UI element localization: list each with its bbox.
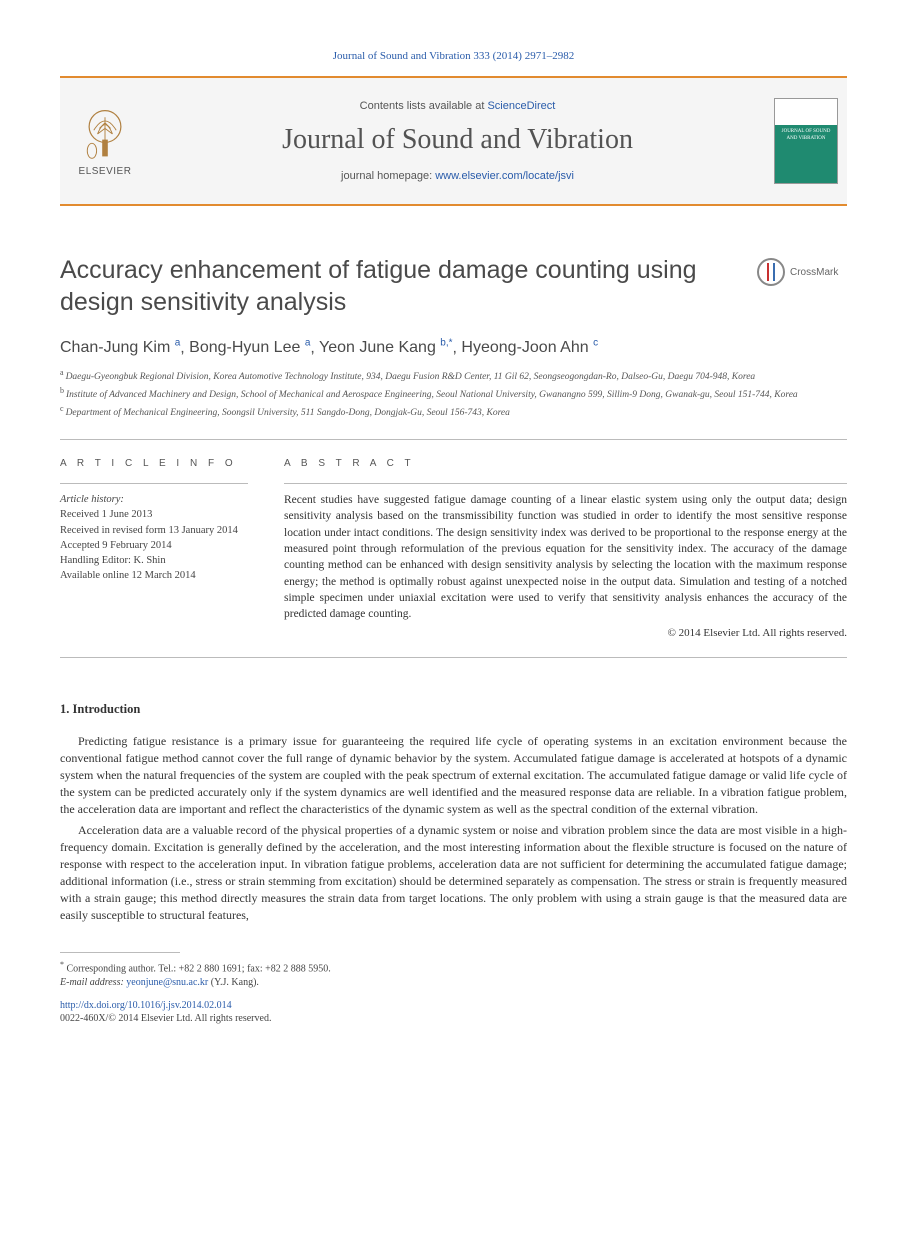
homepage-prefix: journal homepage:: [341, 170, 435, 182]
author-affiliation-marker: b,: [440, 338, 448, 349]
revised-date: Received in revised form 13 January 2014: [60, 525, 238, 536]
contents-prefix: Contents lists available at: [360, 100, 488, 112]
abstract-text: Recent studies have suggested fatigue da…: [284, 492, 847, 623]
cover-thumb-text: JOURNAL OF SOUND AND VIBRATION: [779, 129, 833, 142]
divider: [60, 483, 248, 484]
issn-copyright: 0022-460X/© 2014 Elsevier Ltd. All right…: [60, 1013, 847, 1024]
author-name: Bong-Hyun Lee a: [189, 339, 310, 356]
corr-email-link[interactable]: yeonjune@snu.ac.kr: [126, 977, 208, 988]
journal-masthead: ELSEVIER Contents lists available at Sci…: [60, 76, 847, 206]
contents-lists-line: Contents lists available at ScienceDirec…: [160, 100, 755, 112]
author-list: Chan-Jung Kim a, Bong-Hyun Lee a, Yeon J…: [60, 338, 847, 357]
crossmark-icon: [757, 258, 785, 286]
elsevier-tree-icon: [77, 106, 133, 162]
article-info-column: A R T I C L E I N F O Article history: R…: [60, 458, 248, 639]
crossmark-label: CrossMark: [790, 267, 838, 278]
affiliation-line: c Department of Mechanical Engineering, …: [60, 403, 847, 421]
section-heading-introduction: 1. Introduction: [60, 702, 847, 717]
author-affiliation-marker: a: [175, 338, 181, 349]
body-paragraph: Predicting fatigue resistance is a prima…: [60, 733, 847, 818]
divider: [284, 483, 847, 484]
crossmark-badge[interactable]: CrossMark: [757, 258, 847, 286]
corr-email-who: (Y.J. Kang).: [211, 977, 259, 988]
author-name: Yeon June Kang b,*: [319, 339, 453, 356]
affiliation-line: b Institute of Advanced Machinery and De…: [60, 385, 847, 403]
accepted-date: Accepted 9 February 2014: [60, 540, 172, 551]
author-name: Chan-Jung Kim a: [60, 339, 180, 356]
publisher-name: ELSEVIER: [79, 166, 132, 177]
article-title: Accuracy enhancement of fatigue damage c…: [60, 254, 737, 318]
corr-author-text: Corresponding author. Tel.: +82 2 880 16…: [67, 963, 331, 974]
abstract-copyright: © 2014 Elsevier Ltd. All rights reserved…: [284, 627, 847, 639]
journal-homepage-line: journal homepage: www.elsevier.com/locat…: [160, 170, 755, 182]
article-history-label: Article history:: [60, 494, 124, 505]
handling-editor: Handling Editor: K. Shin: [60, 555, 166, 566]
corresponding-author-footnote: * Corresponding author. Tel.: +82 2 880 …: [60, 959, 847, 990]
affiliations: a Daegu-Gyeongbuk Regional Division, Kor…: [60, 367, 847, 421]
abstract-column: A B S T R A C T Recent studies have sugg…: [284, 458, 847, 639]
author-affiliation-marker: c: [593, 338, 598, 349]
available-online: Available online 12 March 2014: [60, 570, 196, 581]
author-name: Hyeong-Joon Ahn c: [461, 339, 598, 356]
journal-cover-thumb: JOURNAL OF SOUND AND VIBRATION: [765, 78, 847, 204]
author-affiliation-marker: a: [305, 338, 311, 349]
received-date: Received 1 June 2013: [60, 509, 152, 520]
corresponding-author-marker: *: [449, 338, 453, 349]
body-paragraph: Acceleration data are a valuable record …: [60, 822, 847, 924]
running-head-citation: Journal of Sound and Vibration 333 (2014…: [60, 50, 847, 62]
footnote-separator: [60, 952, 180, 953]
affiliation-line: a Daegu-Gyeongbuk Regional Division, Kor…: [60, 367, 847, 385]
journal-name: Journal of Sound and Vibration: [160, 124, 755, 156]
divider: [60, 657, 847, 658]
masthead-center: Contents lists available at ScienceDirec…: [150, 78, 765, 204]
journal-homepage-link[interactable]: www.elsevier.com/locate/jsvi: [435, 170, 574, 182]
divider: [60, 439, 847, 440]
email-label: E-mail address:: [60, 977, 124, 988]
publisher-logo: ELSEVIER: [60, 78, 150, 204]
sciencedirect-link[interactable]: ScienceDirect: [487, 100, 555, 112]
article-info-heading: A R T I C L E I N F O: [60, 458, 248, 469]
abstract-heading: A B S T R A C T: [284, 458, 847, 469]
doi-link[interactable]: http://dx.doi.org/10.1016/j.jsv.2014.02.…: [60, 1000, 847, 1011]
